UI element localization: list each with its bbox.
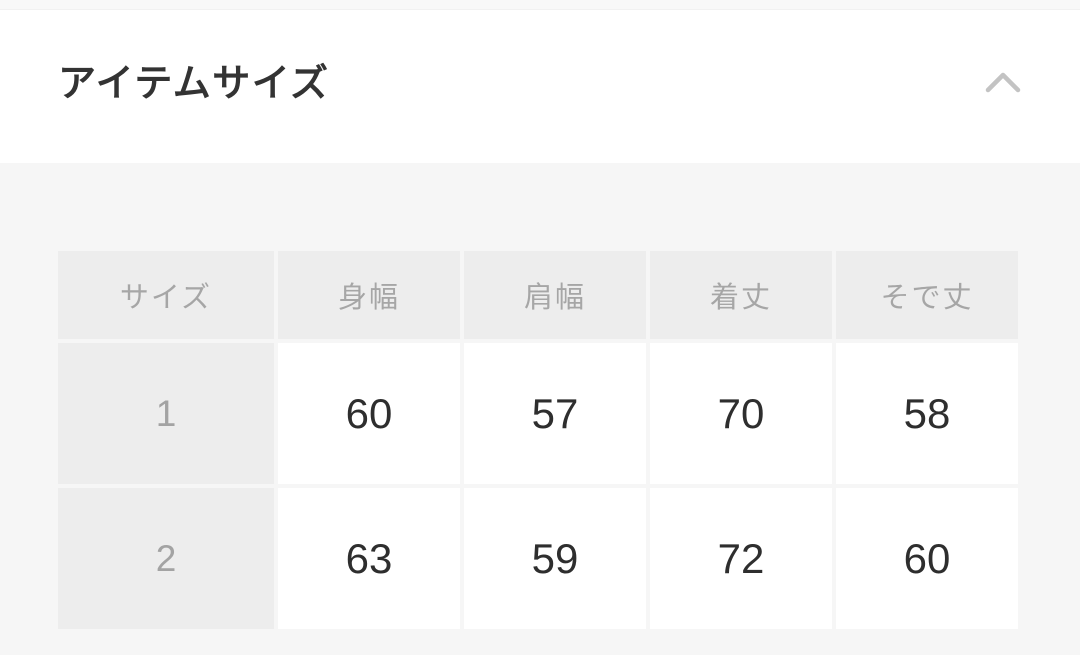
cell-shoulder-width: 57 (464, 343, 646, 484)
chevron-up-icon (984, 72, 1022, 99)
cell-sleeve-length: 60 (836, 488, 1018, 629)
column-header-body-width: 身幅 (278, 251, 460, 339)
column-header-size: サイズ (58, 251, 274, 339)
row-size-label: 1 (58, 343, 274, 484)
size-table-header-row: サイズ 身幅 肩幅 着丈 そで丈 (58, 251, 1018, 339)
cell-sleeve-length: 58 (836, 343, 1018, 484)
cell-body-width: 60 (278, 343, 460, 484)
column-header-length: 着丈 (650, 251, 832, 339)
column-header-sleeve-length: そで丈 (836, 251, 1018, 339)
table-row: 2 63 59 72 60 (58, 488, 1018, 629)
cell-shoulder-width: 59 (464, 488, 646, 629)
table-row: 1 60 57 70 58 (58, 343, 1018, 484)
collapse-panel-button[interactable] (984, 64, 1022, 96)
cell-length: 70 (650, 343, 832, 484)
top-divider-strip (0, 0, 1080, 10)
row-size-label: 2 (58, 488, 274, 629)
item-size-panel-header: アイテムサイズ (0, 10, 1080, 163)
panel-title: アイテムサイズ (58, 63, 330, 105)
size-table-section: サイズ 身幅 肩幅 着丈 そで丈 1 60 57 70 58 2 63 59 7… (0, 247, 1080, 655)
cell-body-width: 63 (278, 488, 460, 629)
cell-length: 72 (650, 488, 832, 629)
column-header-shoulder-width: 肩幅 (464, 251, 646, 339)
size-table: サイズ 身幅 肩幅 着丈 そで丈 1 60 57 70 58 2 63 59 7… (54, 247, 1022, 633)
